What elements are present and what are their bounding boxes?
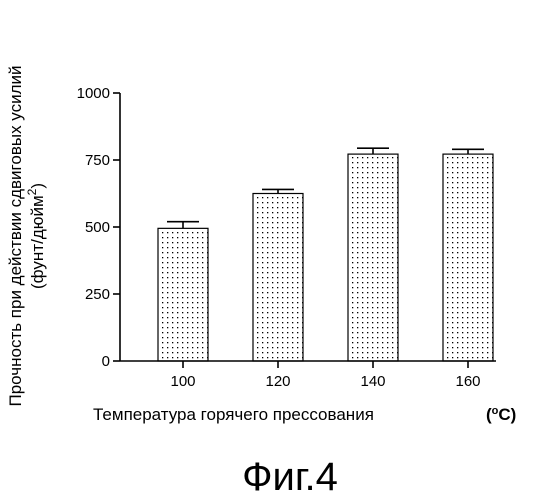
y-tick-label: 0 — [102, 353, 110, 370]
bar — [443, 154, 493, 361]
x-tick-label: 120 — [265, 373, 290, 390]
bar — [158, 228, 208, 361]
bar — [253, 194, 303, 362]
y-tick-label: 1000 — [77, 85, 110, 102]
bar — [348, 154, 398, 361]
y-axis-unit-prefix: (фунт/дюйм — [28, 195, 47, 289]
plot-area: 0 250 500 750 1000 100 120 140 160 — [77, 85, 496, 390]
x-axis-unit: (oC) — [486, 405, 516, 424]
y-tick-label: 250 — [85, 286, 110, 303]
y-axis-title-line2: (фунт/дюйм2) — [25, 183, 47, 289]
x-tick-label: 140 — [360, 373, 385, 390]
y-tick-label: 500 — [85, 219, 110, 236]
y-tick-label: 750 — [85, 152, 110, 169]
y-axis-title-line1: Прочность при действии сдвиговых усилий — [6, 65, 25, 406]
figure-caption: Фиг.4 — [242, 455, 338, 499]
x-axis-unit-rest: C) — [498, 405, 516, 424]
x-tick-label: 100 — [170, 373, 195, 390]
x-tick-label: 160 — [455, 373, 480, 390]
x-axis-title: Температура горячего прессования — [93, 405, 374, 424]
y-axis-unit-suffix: ) — [28, 183, 47, 189]
